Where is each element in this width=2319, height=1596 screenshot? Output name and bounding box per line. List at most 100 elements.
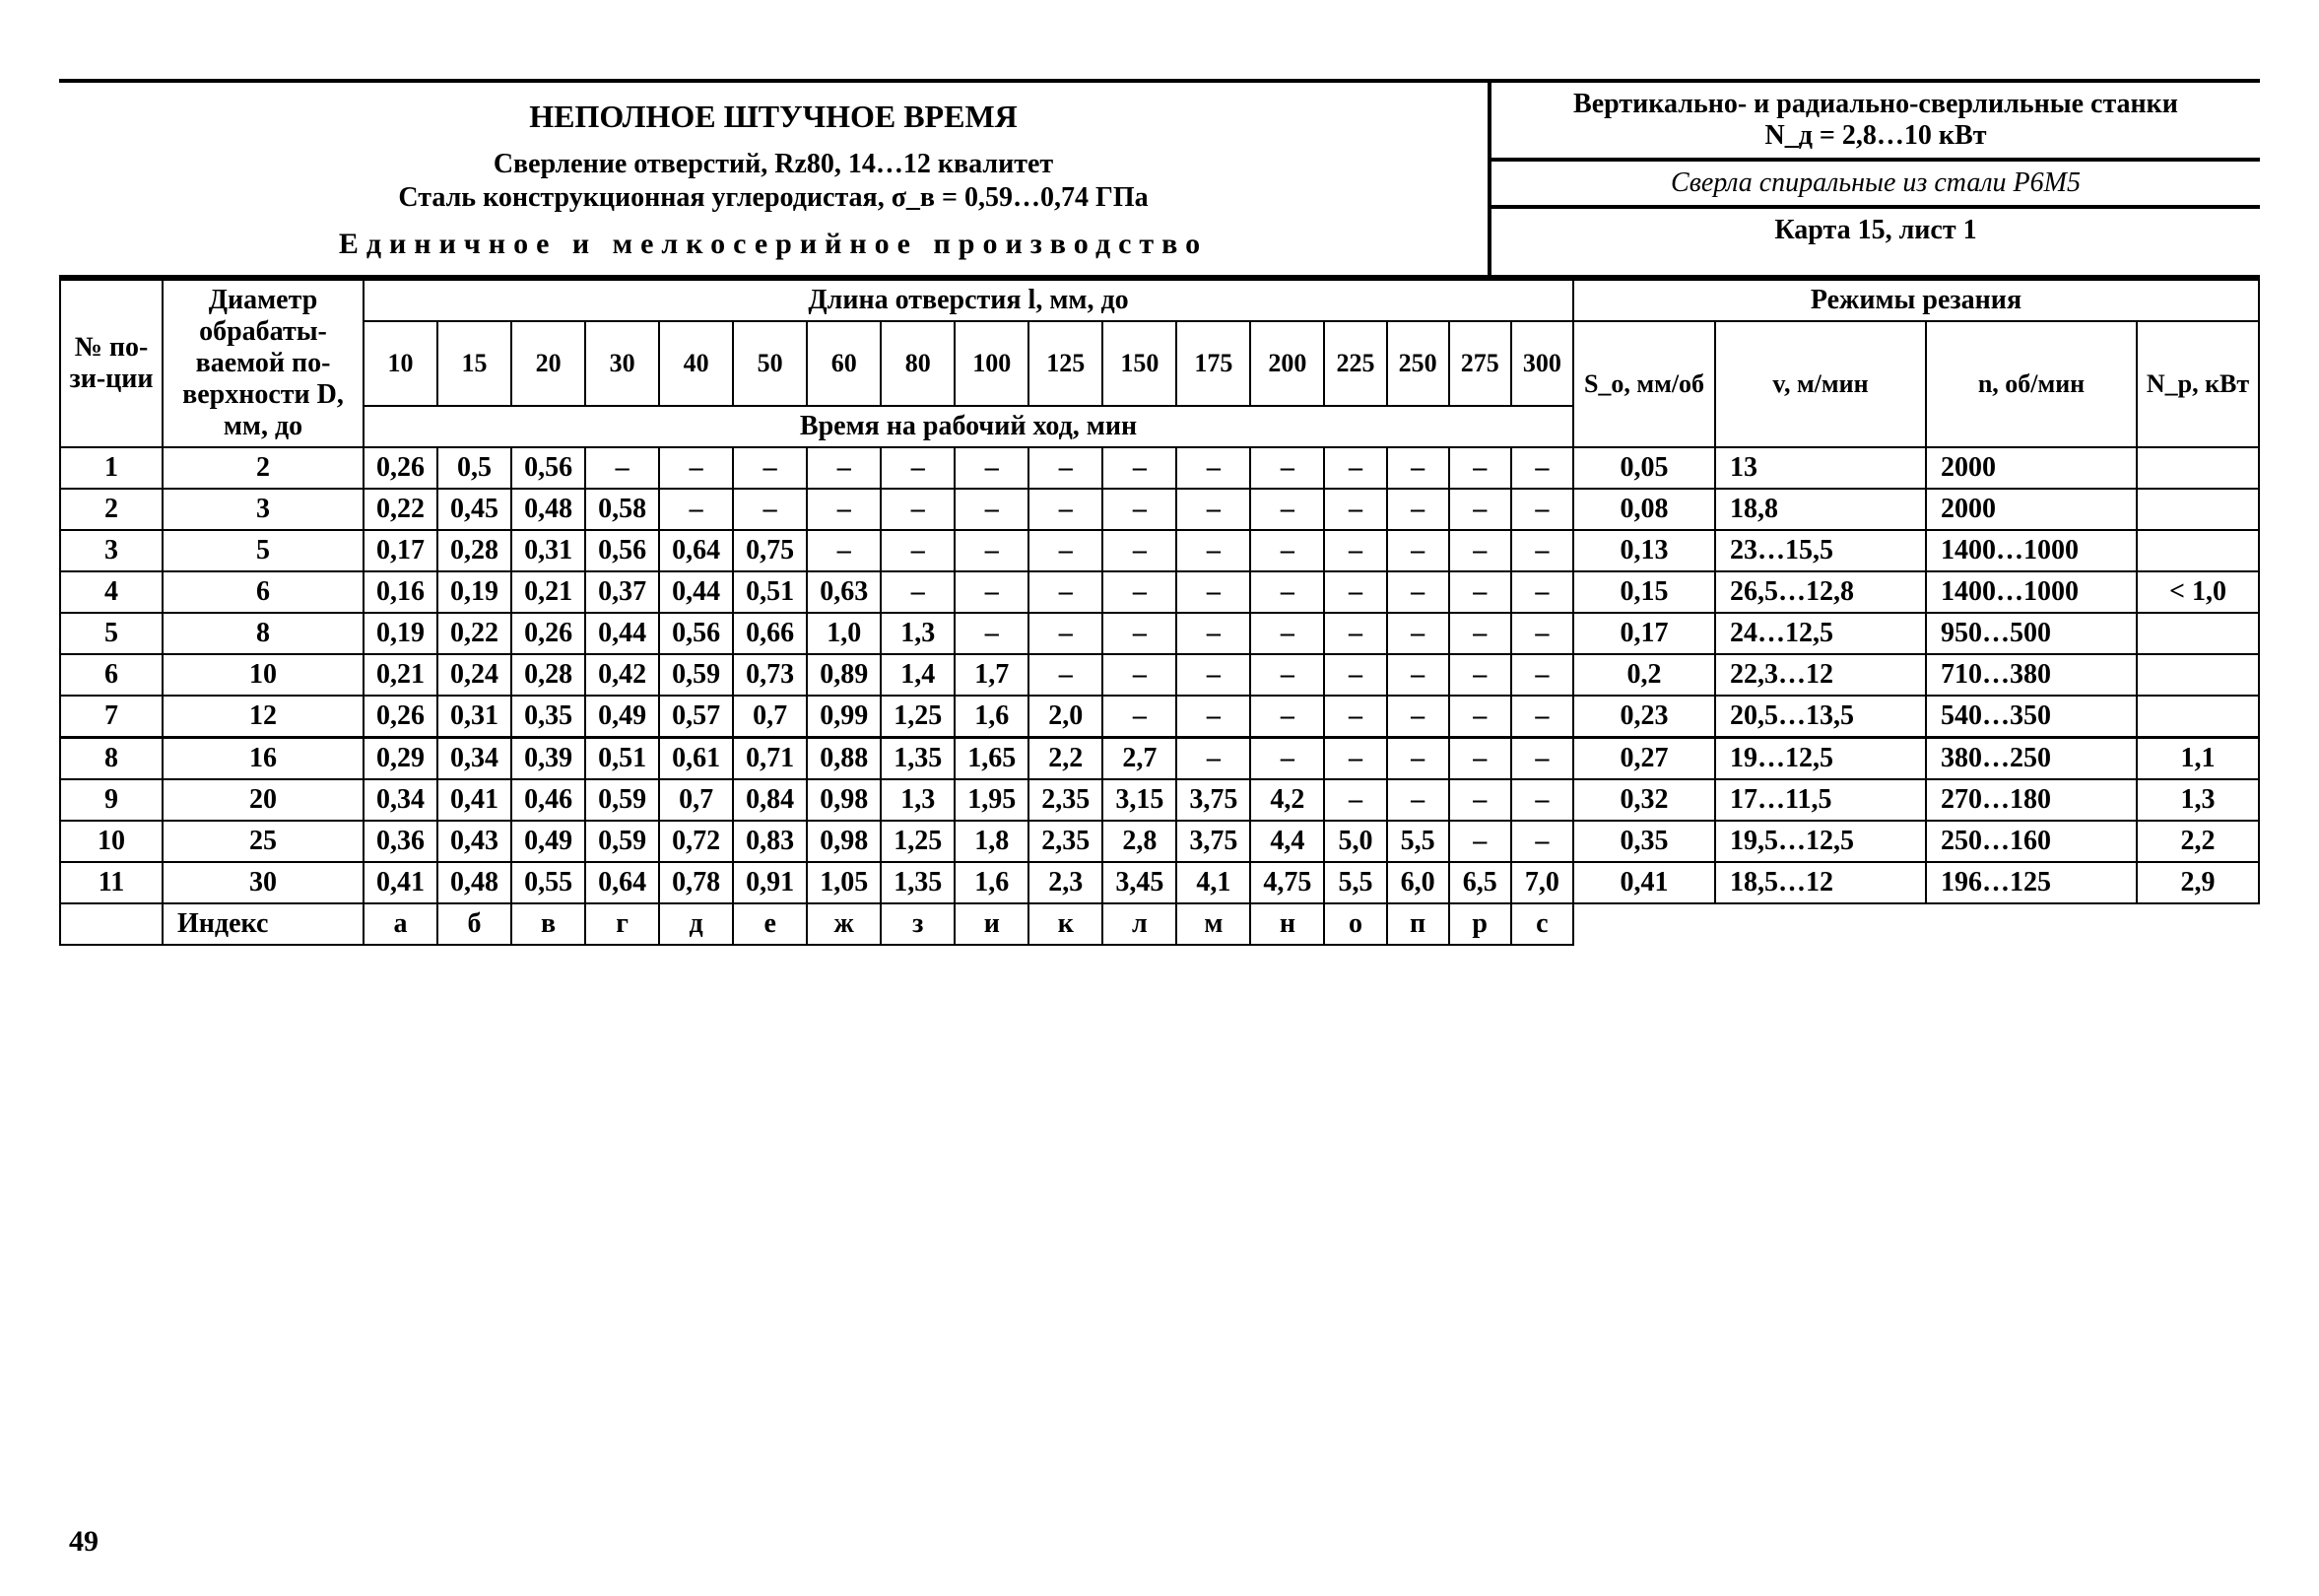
mode-np (2137, 613, 2259, 654)
time-cell: – (1511, 613, 1573, 654)
len-val: 200 (1250, 321, 1324, 406)
len-val: 150 (1102, 321, 1176, 406)
time-cell: – (1324, 613, 1386, 654)
main-table: № по-зи-ции Диаметр обрабаты-ваемой по-в… (59, 279, 2260, 946)
time-cell: – (1102, 613, 1176, 654)
time-cell: 0,28 (511, 654, 585, 696)
row-diameter: 5 (163, 530, 364, 571)
index-cell: в (511, 903, 585, 945)
time-cell: 0,24 (437, 654, 511, 696)
mode-n: 2000 (1926, 447, 2137, 489)
time-cell: 4,1 (1176, 862, 1250, 903)
time-cell: 0,36 (364, 821, 437, 862)
table-row: 230,220,450,480,58–––––––––––––0,0818,82… (60, 489, 2259, 530)
time-cell: 1,65 (955, 738, 1028, 780)
time-cell: 0,19 (364, 613, 437, 654)
time-cell: – (1250, 654, 1324, 696)
table-foot: Индекс а б в г д е ж з и к л м н о п р с (60, 903, 2259, 945)
title-sub1: Сверление отверстий, Rz80, 14…12 квалите… (79, 149, 1468, 180)
time-cell: 4,75 (1250, 862, 1324, 903)
time-cell: 0,17 (364, 530, 437, 571)
row-index: 6 (60, 654, 163, 696)
time-cell: 1,25 (881, 696, 955, 738)
time-cell: – (1387, 779, 1449, 821)
time-cell: 0,35 (511, 696, 585, 738)
time-cell: 0,59 (659, 654, 733, 696)
index-cell: р (1449, 903, 1511, 945)
row-index: 7 (60, 696, 163, 738)
time-cell: 0,21 (511, 571, 585, 613)
time-cell: 0,41 (437, 779, 511, 821)
table-row: 580,190,220,260,440,560,661,01,3––––––––… (60, 613, 2259, 654)
time-cell: – (1511, 779, 1573, 821)
time-cell: – (955, 571, 1028, 613)
mode-np: 1,1 (2137, 738, 2259, 780)
table-head: № по-зи-ции Диаметр обрабаты-ваемой по-в… (60, 280, 2259, 447)
time-cell: – (1102, 654, 1176, 696)
time-cell: – (1449, 530, 1511, 571)
time-cell: 5,5 (1387, 821, 1449, 862)
len-val: 300 (1511, 321, 1573, 406)
index-cell: е (733, 903, 807, 945)
row-diameter: 12 (163, 696, 364, 738)
mode-np (2137, 654, 2259, 696)
time-cell: 0,26 (364, 447, 437, 489)
index-cell: г (585, 903, 659, 945)
mode-so: 0,05 (1573, 447, 1715, 489)
mode-n: 250…160 (1926, 821, 2137, 862)
time-cell: – (1176, 530, 1250, 571)
time-cell: 0,41 (364, 862, 437, 903)
mode-n: 950…500 (1926, 613, 2137, 654)
time-cell: – (881, 447, 955, 489)
time-cell: – (807, 447, 881, 489)
time-cell: – (659, 447, 733, 489)
index-cell: к (1028, 903, 1102, 945)
time-cell: 0,51 (733, 571, 807, 613)
time-cell: 1,4 (881, 654, 955, 696)
index-cell: с (1511, 903, 1573, 945)
time-cell: 0,26 (511, 613, 585, 654)
length-header: Длина отверстия l, мм, до (364, 280, 1573, 321)
time-cell: 0,78 (659, 862, 733, 903)
time-cell: 1,95 (955, 779, 1028, 821)
time-cell: 0,46 (511, 779, 585, 821)
time-cell: – (807, 530, 881, 571)
index-cell: н (1250, 903, 1324, 945)
time-cell: 0,7 (733, 696, 807, 738)
mode-np: 1,3 (2137, 779, 2259, 821)
time-cell: – (1449, 738, 1511, 780)
time-cell: 0,71 (733, 738, 807, 780)
time-cell: – (1102, 489, 1176, 530)
time-cell: 0,49 (511, 821, 585, 862)
mode-header: Режимы резания (1573, 280, 2259, 321)
mode-np (2137, 696, 2259, 738)
title-main: НЕПОЛНОЕ ШТУЧНОЕ ВРЕМЯ (79, 99, 1468, 135)
time-cell: 2,3 (1028, 862, 1102, 903)
mode-np (2137, 530, 2259, 571)
time-cell: – (585, 447, 659, 489)
time-cell: 0,26 (364, 696, 437, 738)
time-header: Время на рабочий ход, мин (364, 406, 1573, 447)
time-cell: 0,44 (585, 613, 659, 654)
table-row: 350,170,280,310,560,640,75–––––––––––0,1… (60, 530, 2259, 571)
time-cell: – (955, 530, 1028, 571)
mode-n-header: n, об/мин (1926, 321, 2137, 447)
len-val: 80 (881, 321, 955, 406)
page-number: 49 (69, 1525, 99, 1559)
time-cell: 0,22 (437, 613, 511, 654)
time-cell: 0,75 (733, 530, 807, 571)
header-right: Вертикально- и радиально-сверлильные ста… (1488, 83, 2260, 275)
mode-np: 2,9 (2137, 862, 2259, 903)
time-cell: 0,61 (659, 738, 733, 780)
time-cell: – (1387, 654, 1449, 696)
time-cell: 0,45 (437, 489, 511, 530)
index-cell: м (1176, 903, 1250, 945)
index-cell: б (437, 903, 511, 945)
header-block: НЕПОЛНОЕ ШТУЧНОЕ ВРЕМЯ Сверление отверст… (59, 79, 2260, 279)
time-cell: 0,98 (807, 821, 881, 862)
mode-np: 2,2 (2137, 821, 2259, 862)
time-cell: 0,57 (659, 696, 733, 738)
time-cell: – (733, 489, 807, 530)
mode-n: 540…350 (1926, 696, 2137, 738)
time-cell: 0,34 (364, 779, 437, 821)
